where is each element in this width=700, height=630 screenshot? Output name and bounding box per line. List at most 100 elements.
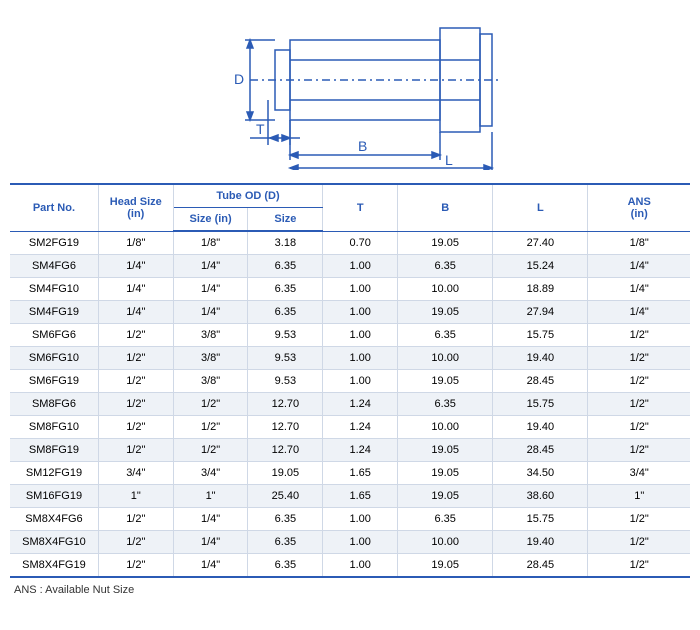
cell-ans: 1/4" xyxy=(588,278,690,301)
technical-diagram: D T B L xyxy=(10,10,690,175)
cell-hs: 1/2" xyxy=(98,531,173,554)
cell-t: 1.00 xyxy=(323,301,398,324)
table-row: SM16FG191"1"25.401.6519.0538.601" xyxy=(10,485,690,508)
cell-pn: SM8X4FG10 xyxy=(10,531,98,554)
cell-sin: 1" xyxy=(173,485,248,508)
cell-pn: SM4FG19 xyxy=(10,301,98,324)
cell-hs: 1/8" xyxy=(98,231,173,255)
cell-b: 6.35 xyxy=(398,508,493,531)
cell-b: 19.05 xyxy=(398,439,493,462)
cell-t: 1.24 xyxy=(323,439,398,462)
cell-b: 6.35 xyxy=(398,393,493,416)
table-row: SM12FG193/4"3/4"19.051.6519.0534.503/4" xyxy=(10,462,690,485)
cell-hs: 1/2" xyxy=(98,393,173,416)
cell-ans: 1/4" xyxy=(588,301,690,324)
cell-hs: 1" xyxy=(98,485,173,508)
cell-l: 19.40 xyxy=(493,416,588,439)
cell-sin: 3/8" xyxy=(173,347,248,370)
cell-ans: 1/2" xyxy=(588,554,690,578)
cell-sz: 3.18 xyxy=(248,231,323,255)
table-body: SM2FG191/8"1/8"3.180.7019.0527.401/8"SM4… xyxy=(10,231,690,577)
cell-sz: 6.35 xyxy=(248,278,323,301)
cell-b: 19.05 xyxy=(398,485,493,508)
cell-l: 15.75 xyxy=(493,393,588,416)
cell-ans: 1/8" xyxy=(588,231,690,255)
cell-t: 1.00 xyxy=(323,508,398,531)
cell-ans: 1/2" xyxy=(588,508,690,531)
col-ans: ANS(in) xyxy=(588,184,690,231)
cell-l: 15.24 xyxy=(493,255,588,278)
table-row: SM6FG191/2"3/8"9.531.0019.0528.451/2" xyxy=(10,370,690,393)
cell-sz: 6.35 xyxy=(248,508,323,531)
cell-hs: 1/2" xyxy=(98,416,173,439)
cell-ans: 3/4" xyxy=(588,462,690,485)
cell-sz: 6.35 xyxy=(248,554,323,578)
cell-hs: 1/4" xyxy=(98,278,173,301)
cell-b: 19.05 xyxy=(398,301,493,324)
col-l: L xyxy=(493,184,588,231)
col-size: Size xyxy=(248,208,323,232)
cell-t: 1.24 xyxy=(323,393,398,416)
table-row: SM6FG61/2"3/8"9.531.006.3515.751/2" xyxy=(10,324,690,347)
cell-t: 1.00 xyxy=(323,531,398,554)
cell-t: 1.00 xyxy=(323,554,398,578)
col-part-no: Part No. xyxy=(10,184,98,231)
cell-l: 15.75 xyxy=(493,324,588,347)
cell-sin: 1/2" xyxy=(173,393,248,416)
cell-hs: 1/2" xyxy=(98,370,173,393)
cell-t: 1.24 xyxy=(323,416,398,439)
cell-t: 0.70 xyxy=(323,231,398,255)
table-row: SM4FG61/4"1/4"6.351.006.3515.241/4" xyxy=(10,255,690,278)
col-head-size: Head Size(in) xyxy=(98,184,173,231)
cell-b: 10.00 xyxy=(398,278,493,301)
table-row: SM8X4FG101/2"1/4"6.351.0010.0019.401/2" xyxy=(10,531,690,554)
cell-sin: 3/4" xyxy=(173,462,248,485)
table-row: SM8FG101/2"1/2"12.701.2410.0019.401/2" xyxy=(10,416,690,439)
dim-label-b: B xyxy=(358,138,367,154)
col-tube-od: Tube OD (D) xyxy=(173,184,323,208)
cell-sin: 1/4" xyxy=(173,278,248,301)
cell-sz: 9.53 xyxy=(248,324,323,347)
cell-hs: 1/2" xyxy=(98,347,173,370)
cell-ans: 1/2" xyxy=(588,416,690,439)
cell-pn: SM8FG19 xyxy=(10,439,98,462)
cell-hs: 1/2" xyxy=(98,324,173,347)
cell-l: 28.45 xyxy=(493,370,588,393)
cell-ans: 1" xyxy=(588,485,690,508)
cell-b: 10.00 xyxy=(398,531,493,554)
cell-sz: 19.05 xyxy=(248,462,323,485)
cell-b: 19.05 xyxy=(398,231,493,255)
cell-b: 10.00 xyxy=(398,347,493,370)
cell-l: 28.45 xyxy=(493,439,588,462)
cell-sz: 9.53 xyxy=(248,370,323,393)
cell-l: 27.40 xyxy=(493,231,588,255)
cell-pn: SM6FG19 xyxy=(10,370,98,393)
cell-t: 1.00 xyxy=(323,255,398,278)
cell-b: 19.05 xyxy=(398,462,493,485)
cell-l: 15.75 xyxy=(493,508,588,531)
cell-b: 6.35 xyxy=(398,255,493,278)
cell-sin: 1/4" xyxy=(173,554,248,578)
cell-pn: SM8X4FG6 xyxy=(10,508,98,531)
footnote: ANS : Available Nut Size xyxy=(10,584,690,596)
cell-sin: 1/2" xyxy=(173,416,248,439)
cell-hs: 1/2" xyxy=(98,508,173,531)
cell-sin: 3/8" xyxy=(173,370,248,393)
cell-pn: SM16FG19 xyxy=(10,485,98,508)
table-row: SM8FG191/2"1/2"12.701.2419.0528.451/2" xyxy=(10,439,690,462)
cell-l: 18.89 xyxy=(493,278,588,301)
cell-sz: 9.53 xyxy=(248,347,323,370)
cell-b: 6.35 xyxy=(398,324,493,347)
cell-ans: 1/4" xyxy=(588,255,690,278)
cell-t: 1.00 xyxy=(323,278,398,301)
cell-sin: 1/8" xyxy=(173,231,248,255)
cell-ans: 1/2" xyxy=(588,393,690,416)
cell-ans: 1/2" xyxy=(588,347,690,370)
table-row: SM4FG101/4"1/4"6.351.0010.0018.891/4" xyxy=(10,278,690,301)
cell-pn: SM4FG10 xyxy=(10,278,98,301)
cell-sz: 6.35 xyxy=(248,301,323,324)
cell-pn: SM6FG6 xyxy=(10,324,98,347)
cell-sz: 6.35 xyxy=(248,255,323,278)
cell-pn: SM2FG19 xyxy=(10,231,98,255)
cell-t: 1.00 xyxy=(323,324,398,347)
